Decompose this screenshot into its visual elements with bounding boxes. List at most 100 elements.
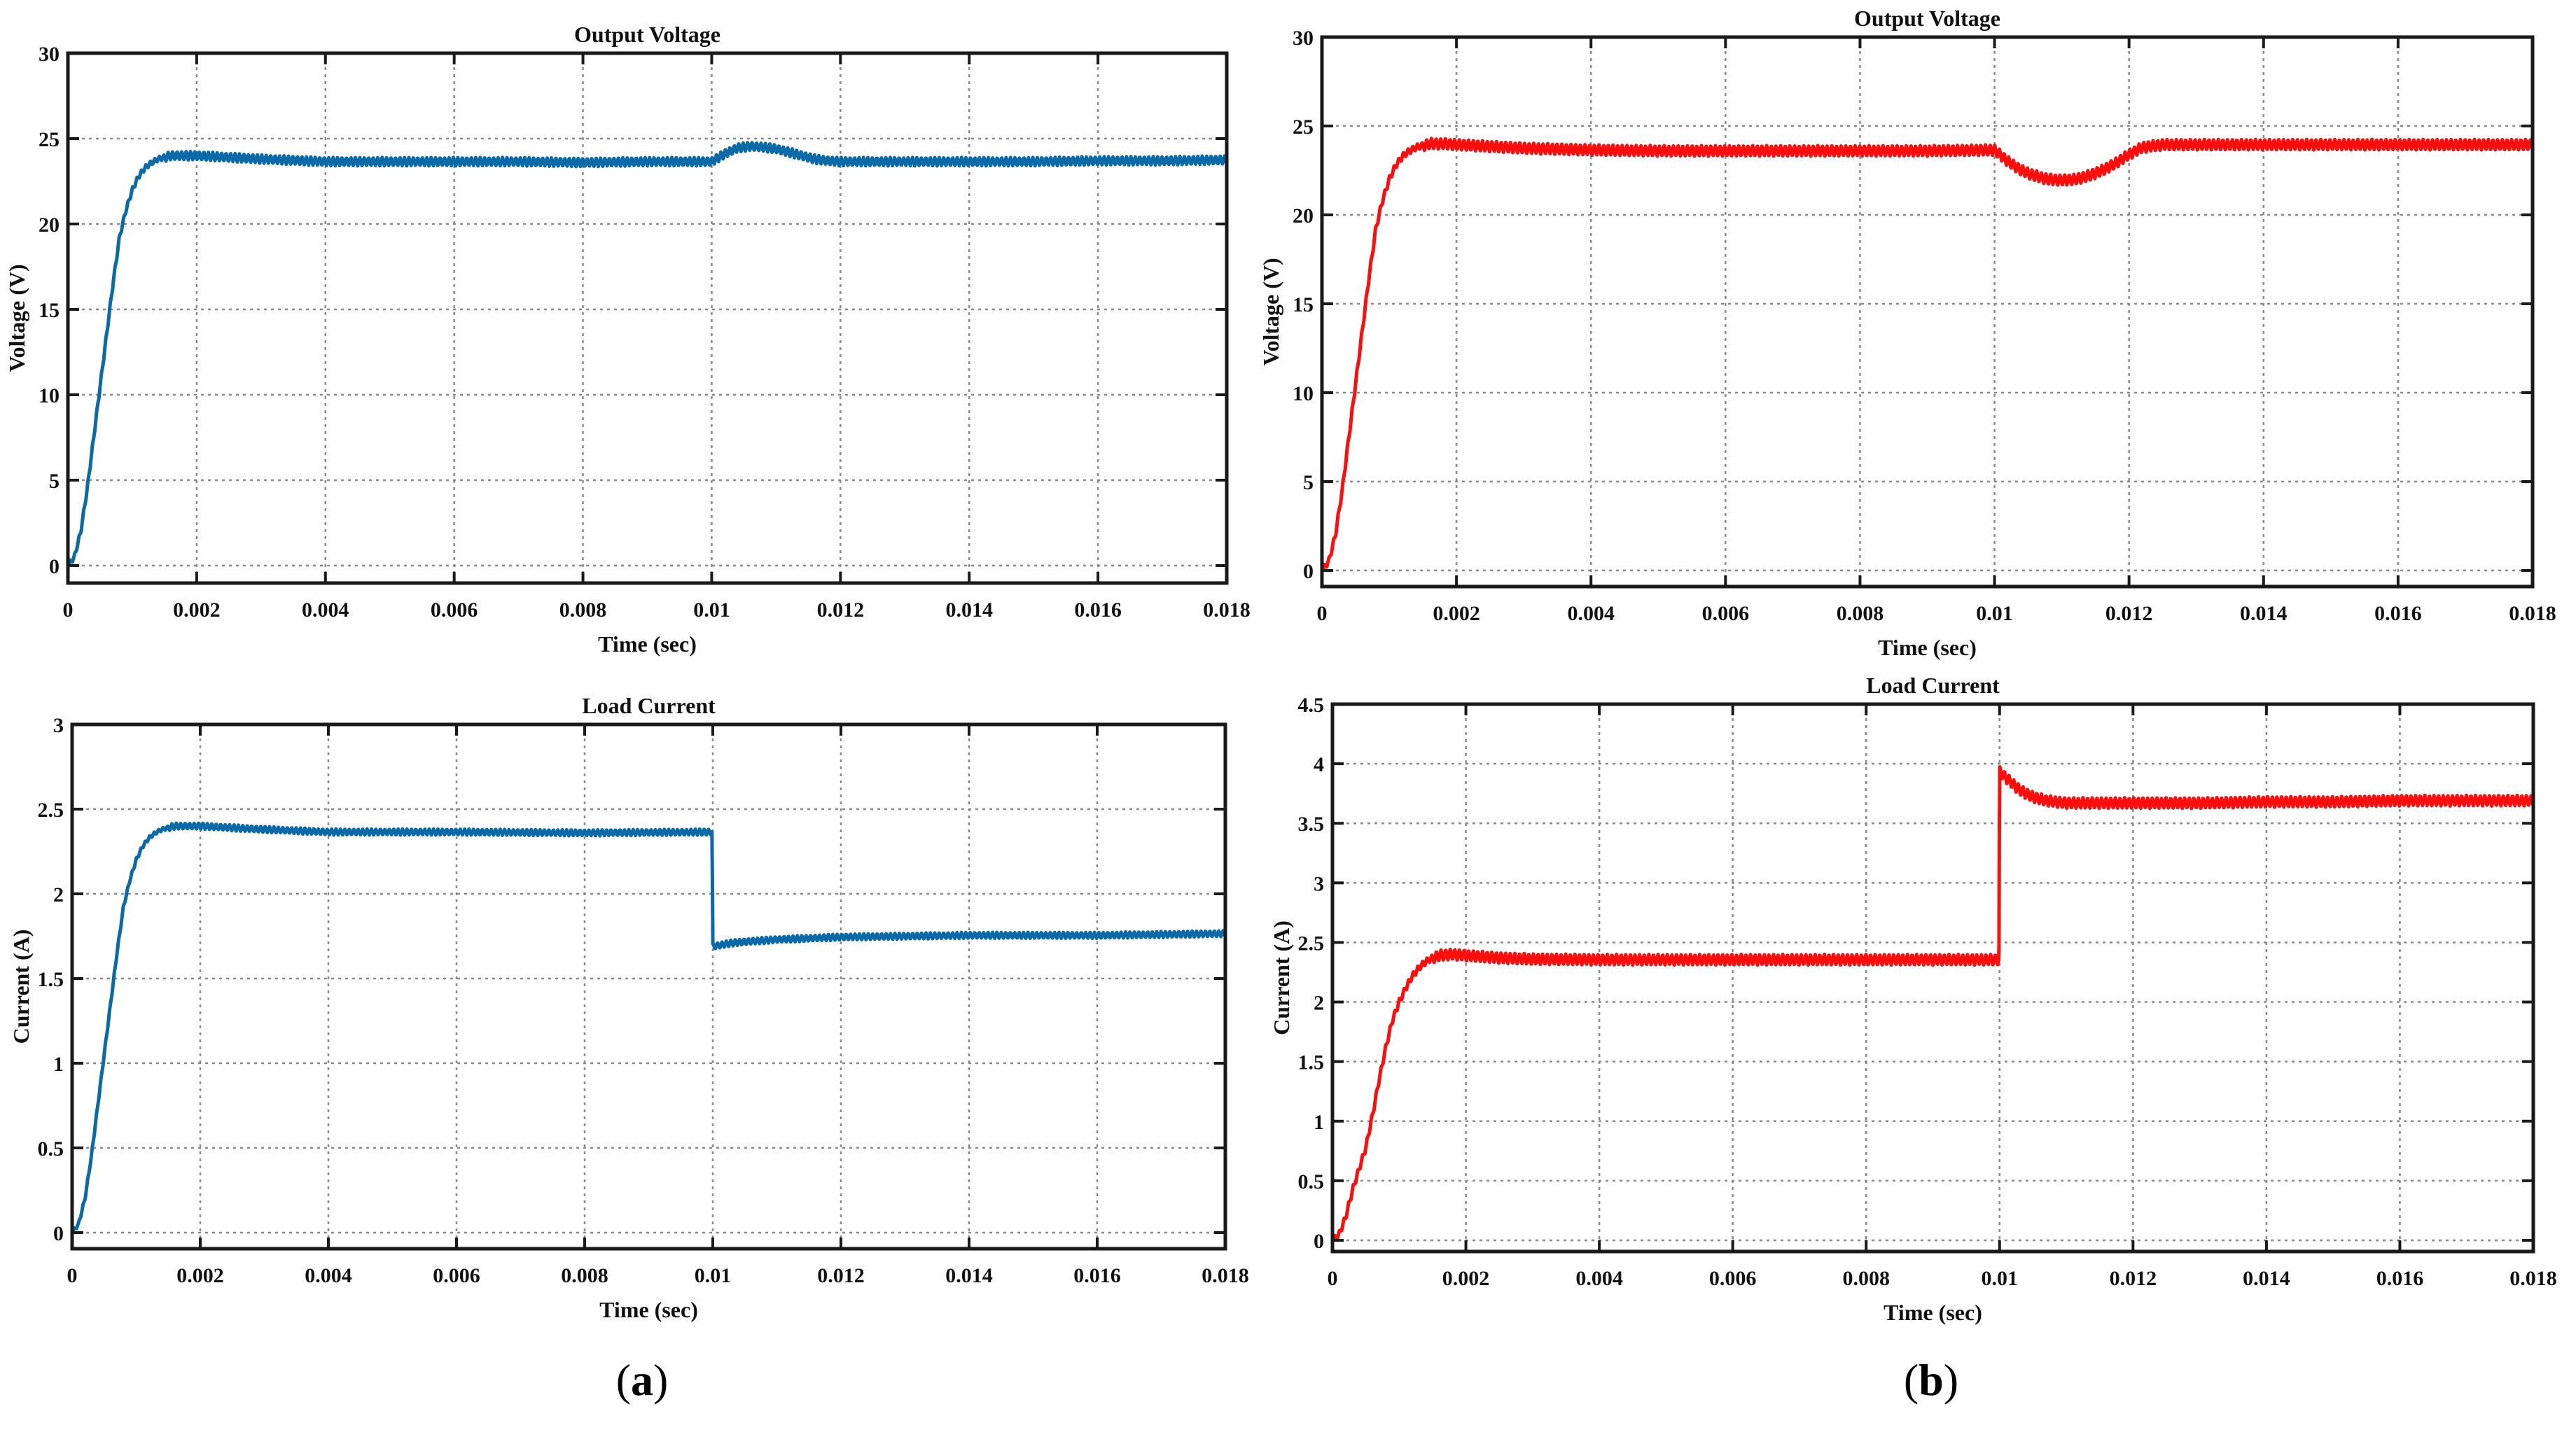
chart-b-current: 0 0.002 0.004 0.006 0.008 0.01 0.012 0.014 0.016… <box>1269 673 2557 1325</box>
x-tick-label: 0.004 <box>305 1264 352 1287</box>
y-tick-label: 25 <box>39 128 60 151</box>
x-axis-label: Time (sec) <box>1884 1300 1982 1325</box>
x-tick-label: 0.012 <box>817 598 865 622</box>
grid <box>1322 37 2533 587</box>
x-tick-label: 0.014 <box>945 598 993 622</box>
x-tick-label: 0.018 <box>1202 1264 1249 1287</box>
chart-a-voltage: 0 0.002 0.004 0.006 0.008 0.01 0.012 0.014 0.016… <box>4 22 1251 657</box>
x-tick-label: 0.006 <box>433 1264 480 1287</box>
y-tick-label: 0 <box>1314 1230 1324 1253</box>
chart-title: Load Current <box>582 693 716 718</box>
series-line <box>71 821 1227 1235</box>
x-axis-label: Time (sec) <box>599 1297 698 1322</box>
y-axis-label: Voltage (V) <box>1258 258 1283 365</box>
y-tick-label: 4 <box>1314 753 1324 776</box>
y-tick-label: 4.5 <box>1298 694 1325 717</box>
axes-frame <box>70 722 1227 1251</box>
x-tick-label: 0.016 <box>2374 602 2422 625</box>
y-tick-label: 10 <box>39 384 60 407</box>
y-tick-label: 1 <box>1314 1111 1324 1134</box>
x-tick-label: 0.014 <box>2240 602 2288 625</box>
x-tick-label: 0.008 <box>559 598 607 622</box>
x-tick-label: 0.01 <box>695 1264 732 1287</box>
x-tick-label: 0 <box>67 1264 78 1287</box>
x-axis-label: Time (sec) <box>1878 635 1977 660</box>
panel-letter-a: a <box>631 1355 653 1405</box>
y-tick-label: 0 <box>49 555 60 578</box>
y-tick-label: 1.5 <box>1298 1051 1325 1074</box>
paren-open: ( <box>1903 1355 1919 1405</box>
x-tick-label: 0.002 <box>1433 602 1480 625</box>
y-tick-label: 2 <box>53 883 64 906</box>
chart-a-current: 0 0.002 0.004 0.006 0.008 0.01 0.012 0.014 0.016… <box>8 693 1249 1322</box>
paren-close: ) <box>653 1355 669 1405</box>
x-tick-label: 0.016 <box>1074 598 1122 622</box>
x-tick-label: 0.018 <box>1203 598 1251 622</box>
x-tick-label: 0 <box>1317 602 1328 625</box>
x-tick-label: 0.01 <box>693 598 730 622</box>
y-tick-label: 3.5 <box>1298 813 1325 836</box>
y-axis-label: Voltage (V) <box>4 264 29 372</box>
x-tick-label: 0.002 <box>173 598 221 622</box>
x-tick-label: 0.014 <box>2243 1267 2290 1290</box>
x-tick-label: 0.01 <box>1976 602 2013 625</box>
y-tick-label: 1 <box>53 1053 64 1076</box>
y-tick-label: 2 <box>1314 992 1324 1015</box>
x-tick-label: 0.018 <box>2509 602 2556 625</box>
chart-title: Output Voltage <box>1854 6 2000 31</box>
x-tick-label: 0.012 <box>817 1264 865 1287</box>
series-line <box>1321 136 2535 573</box>
panel-letter-b: b <box>1919 1355 1944 1405</box>
series-line <box>67 141 1229 568</box>
x-tick-label: 0 <box>1328 1267 1338 1290</box>
x-tick-label: 0.006 <box>1702 602 1750 625</box>
grid <box>1332 704 2533 1252</box>
y-tick-label: 30 <box>39 43 60 66</box>
grid <box>72 724 1225 1249</box>
y-tick-label: 5 <box>1303 471 1314 494</box>
y-tick-label: 20 <box>39 213 60 237</box>
x-tick-label: 0.008 <box>561 1264 608 1287</box>
x-tick-label: 0 <box>63 598 74 622</box>
x-tick-label: 0.016 <box>1073 1264 1121 1287</box>
y-axis-label: Current (A) <box>8 930 34 1044</box>
y-tick-label: 0 <box>53 1222 64 1245</box>
y-tick-label: 2.5 <box>38 799 64 822</box>
x-tick-label: 0.002 <box>1442 1267 1490 1290</box>
y-tick-label: 3 <box>1314 872 1324 895</box>
x-tick-label: 0.004 <box>302 598 349 622</box>
paren-close: ) <box>1943 1355 1959 1405</box>
y-tick-label: 20 <box>1293 204 1314 227</box>
y-tick-label: 10 <box>1293 382 1314 405</box>
y-tick-label: 1.5 <box>38 968 64 991</box>
x-tick-label: 0.004 <box>1575 1267 1623 1290</box>
axes-frame <box>1320 35 2535 589</box>
x-tick-label: 0.006 <box>431 598 478 622</box>
y-tick-label: 2.5 <box>1298 932 1325 955</box>
y-tick-label: 3 <box>53 714 64 737</box>
x-tick-label: 0.016 <box>2376 1267 2424 1290</box>
series-line <box>1331 765 2535 1242</box>
chart-b-voltage: 0 0.002 0.004 0.006 0.008 0.01 0.012 0.014 0.016… <box>1258 6 2556 660</box>
y-tick-label: 15 <box>39 299 60 322</box>
chart-title: Load Current <box>1866 673 2000 698</box>
axes-frame <box>66 51 1229 585</box>
y-axis-label: Current (A) <box>1269 920 1294 1035</box>
x-tick-label: 0.012 <box>2110 1267 2157 1290</box>
y-tick-label: 25 <box>1293 115 1314 139</box>
y-tick-label: 0 <box>1303 560 1314 583</box>
axes-frame <box>1330 702 2535 1254</box>
y-tick-label: 0.5 <box>1298 1170 1325 1193</box>
x-tick-label: 0.01 <box>1982 1267 2019 1290</box>
panel-label-b: (b) <box>1904 1354 1958 1406</box>
y-tick-label: 0.5 <box>38 1137 64 1161</box>
y-tick-label: 15 <box>1293 293 1314 316</box>
x-tick-label: 0.014 <box>945 1264 993 1287</box>
x-tick-label: 0.012 <box>2105 602 2153 625</box>
x-tick-label: 0.008 <box>1842 1267 1890 1290</box>
x-axis-label: Time (sec) <box>598 631 697 657</box>
x-tick-label: 0.008 <box>1837 602 1884 625</box>
y-tick-label: 30 <box>1293 27 1314 50</box>
